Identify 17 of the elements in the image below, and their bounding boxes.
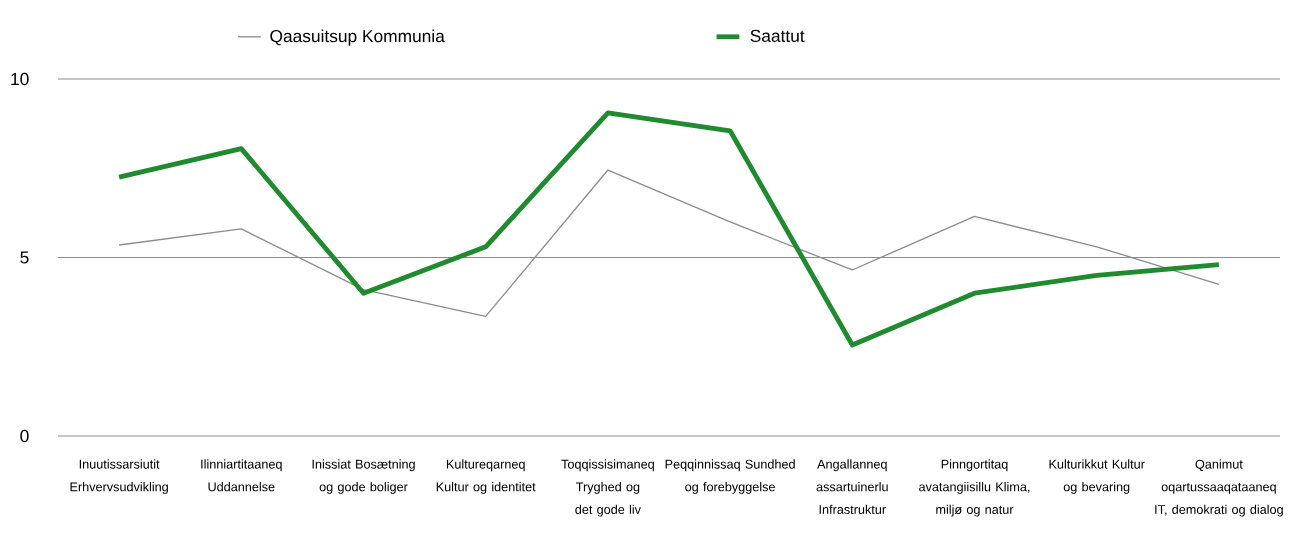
y-tick-label: 0 [20, 429, 29, 443]
line-series [118, 169, 1220, 318]
x-tick-label: Angallanneq assartuinerlu Infrastruktur [816, 459, 888, 514]
legend-label: Qaasuitsup Kommunia [270, 29, 445, 46]
x-tick-label: Inissiat Bosætning og gode boliger [312, 459, 415, 494]
x-tick-label: Toqqissisimaneq Tryghed og det gode liv [561, 459, 654, 517]
x-tick-label: Kultureqarneq Kultur og identitet [436, 459, 536, 494]
x-tick-label: Peqqinnissaq Sundhed og forebyggelse [665, 459, 795, 494]
x-tick-label: Pinngortitaq avatangiisillu Klima, miljø og natur [919, 459, 1030, 517]
legend-label: Saattut [750, 29, 805, 42]
x-tick-label: Ilinniartitaaneq Uddannelse [201, 459, 282, 492]
y-tick-label: 5 [20, 251, 29, 264]
x-tick-label: Inuutissarsiutit Erhvervsudvikling [70, 459, 168, 494]
x-tick-label: Kulturikkut Kultur og bevaring [1049, 459, 1145, 494]
y-tick-label: 10 [11, 72, 29, 86]
x-tick-label: Qanimut oqartussaaqataaneq IT, demokrati og dialog [1155, 459, 1283, 517]
line-series [116, 110, 1222, 348]
